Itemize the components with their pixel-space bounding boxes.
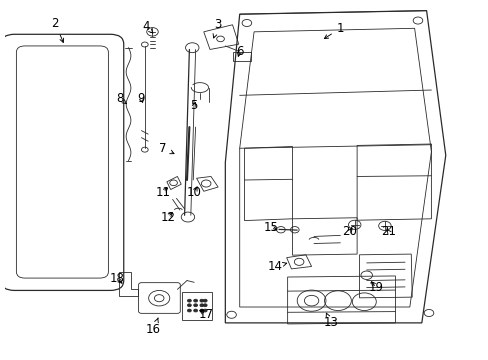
Text: 20: 20	[342, 225, 357, 238]
Text: 8: 8	[116, 93, 126, 105]
Text: 15: 15	[263, 221, 278, 234]
Circle shape	[187, 304, 191, 307]
Circle shape	[200, 304, 203, 307]
Circle shape	[193, 299, 197, 302]
Text: 1: 1	[324, 22, 344, 39]
Text: 3: 3	[213, 18, 222, 38]
Text: 4: 4	[142, 20, 153, 33]
Text: 7: 7	[159, 142, 174, 155]
Text: 18: 18	[110, 272, 125, 285]
Text: 13: 13	[323, 313, 338, 329]
Text: 11: 11	[155, 186, 170, 199]
Text: 2: 2	[51, 17, 63, 42]
Circle shape	[203, 299, 207, 302]
Text: 21: 21	[380, 225, 395, 238]
Circle shape	[203, 304, 207, 307]
Text: 12: 12	[160, 211, 175, 224]
Circle shape	[200, 299, 203, 302]
Text: 19: 19	[368, 281, 383, 294]
Text: 6: 6	[236, 45, 243, 58]
Text: 9: 9	[138, 93, 145, 105]
Text: 14: 14	[267, 260, 286, 273]
Text: 10: 10	[186, 186, 201, 199]
Circle shape	[200, 309, 203, 312]
Circle shape	[193, 304, 197, 307]
Text: 16: 16	[145, 318, 161, 337]
Text: 17: 17	[198, 307, 213, 320]
Circle shape	[193, 309, 197, 312]
Text: 5: 5	[190, 99, 198, 112]
Circle shape	[203, 309, 207, 312]
Circle shape	[187, 309, 191, 312]
Circle shape	[187, 299, 191, 302]
